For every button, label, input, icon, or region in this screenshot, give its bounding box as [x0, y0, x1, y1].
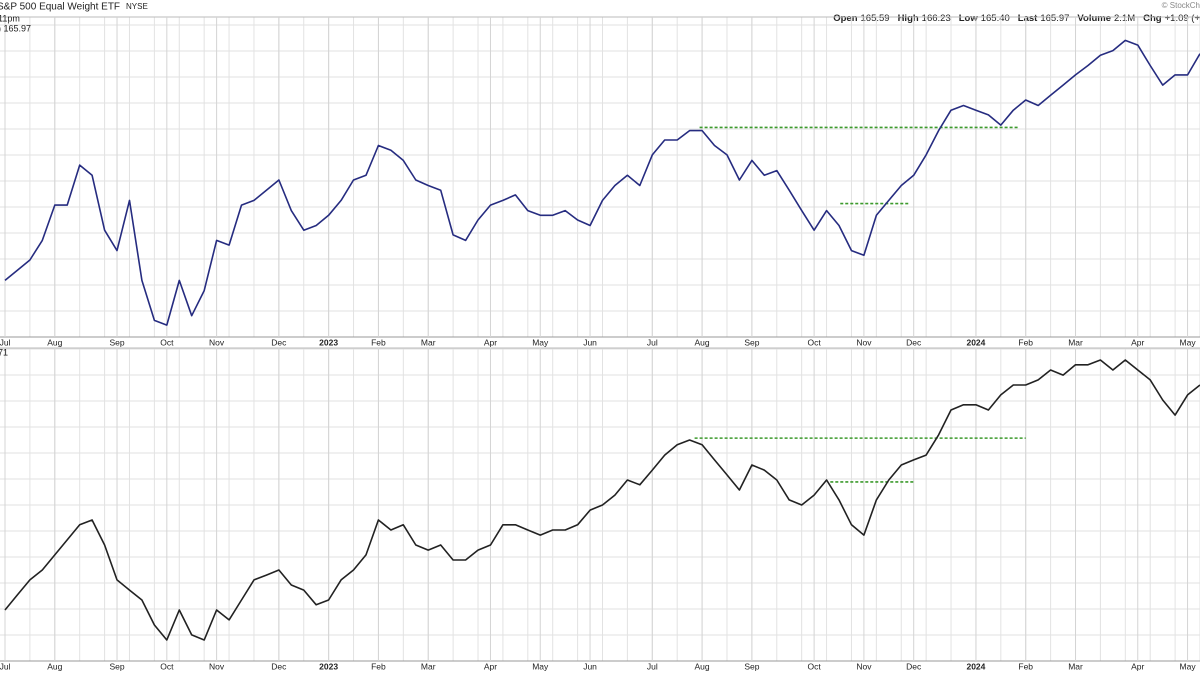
legend-label: 71: [0, 347, 8, 357]
x-tick-label: Dec: [906, 337, 922, 347]
x-tick-label: May: [532, 661, 549, 671]
x-tick-label: Sep: [109, 337, 124, 347]
quote-value: 2.1M: [1114, 13, 1135, 24]
quote-value: 165.97: [1040, 13, 1069, 24]
x-tick-label: Jul: [647, 337, 658, 347]
x-tick-label: Jul: [0, 337, 11, 347]
x-tick-label: Mar: [1068, 337, 1083, 347]
title: S&P 500 Equal Weight ETF: [0, 2, 120, 13]
x-tick-label: Aug: [47, 337, 62, 347]
x-tick-label: Jun: [583, 337, 597, 347]
exchange: NYSE: [126, 2, 148, 11]
x-tick-label: Sep: [744, 337, 759, 347]
x-tick-label: Oct: [807, 661, 821, 671]
x-tick-label: Sep: [744, 661, 759, 671]
x-tick-label: Aug: [47, 661, 62, 671]
x-tick-label: Nov: [209, 661, 225, 671]
x-tick-label: Apr: [1131, 661, 1144, 671]
x-tick-label: Apr: [1131, 337, 1144, 347]
x-tick-label: Mar: [421, 337, 436, 347]
x-tick-label: Dec: [906, 661, 922, 671]
legend-label: ) 165.97: [0, 23, 31, 33]
quote-label: Volume: [1077, 13, 1111, 24]
quote-value: 166.23: [922, 13, 951, 24]
x-tick-label: Feb: [1018, 661, 1033, 671]
source: © StockCh: [1162, 1, 1200, 10]
x-tick-label: Dec: [271, 337, 287, 347]
x-tick-label: Aug: [695, 661, 710, 671]
quote-label: High: [898, 13, 919, 24]
x-tick-label: 2024: [966, 661, 985, 671]
x-tick-label: Aug: [695, 337, 710, 347]
x-tick-label: Dec: [271, 661, 287, 671]
legend-time: 11pm: [0, 13, 20, 23]
quote-label: Open: [833, 13, 857, 24]
x-tick-label: Jun: [583, 661, 597, 671]
x-tick-label: Feb: [371, 337, 386, 347]
x-tick-label: Nov: [856, 337, 872, 347]
price-line: [4, 359, 1200, 641]
x-tick-label: Jul: [0, 661, 11, 671]
x-tick-label: Mar: [421, 661, 436, 671]
x-tick-label: May: [1180, 337, 1197, 347]
quote-value: 165.40: [981, 13, 1010, 24]
x-tick-label: Nov: [856, 661, 872, 671]
quote-value: +1.09 (+: [1165, 13, 1200, 24]
x-tick-label: May: [1180, 661, 1197, 671]
x-tick-label: 2023: [319, 661, 338, 671]
x-tick-label: May: [532, 337, 549, 347]
price-line: [4, 39, 1200, 326]
quote-value: 165.59: [861, 13, 890, 24]
x-tick-label: Feb: [1018, 337, 1033, 347]
quote-label: Last: [1018, 13, 1038, 24]
x-tick-label: Apr: [484, 337, 497, 347]
x-tick-label: Apr: [484, 661, 497, 671]
x-tick-label: Oct: [160, 661, 174, 671]
x-tick-label: Jul: [647, 661, 658, 671]
x-tick-label: 2023: [319, 337, 338, 347]
x-tick-label: Nov: [209, 337, 225, 347]
quote-label: Low: [959, 13, 979, 24]
quote: Open 165.59 High 166.23 Low 165.40 Last 165.97 V…: [833, 13, 1200, 24]
x-tick-label: Oct: [160, 337, 174, 347]
quote-label: Chg: [1143, 13, 1162, 24]
x-tick-label: Sep: [109, 661, 124, 671]
x-tick-label: Feb: [371, 661, 386, 671]
x-tick-label: Oct: [807, 337, 821, 347]
x-tick-label: 2024: [966, 337, 985, 347]
x-tick-label: Mar: [1068, 661, 1083, 671]
